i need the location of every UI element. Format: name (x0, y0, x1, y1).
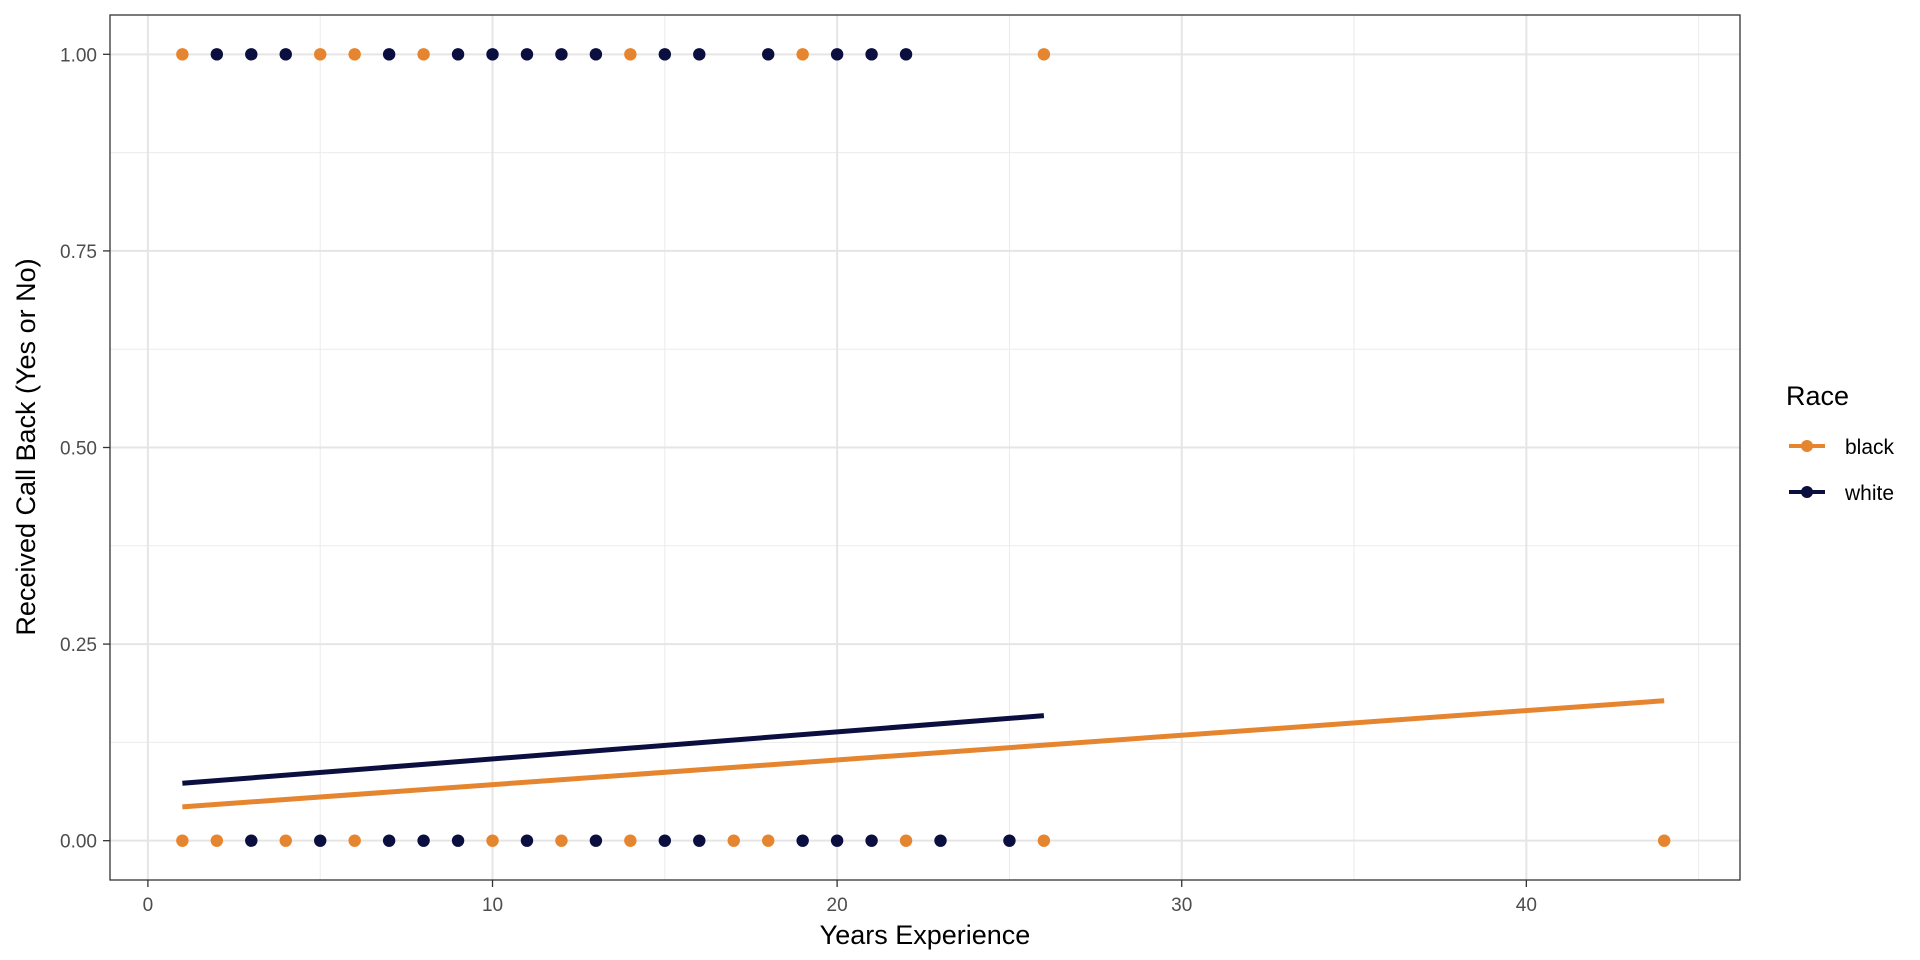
data-point-white (451, 48, 465, 61)
x-tick-label: 20 (827, 895, 848, 916)
x-tick-label: 30 (1171, 895, 1192, 916)
data-point-white (417, 834, 430, 847)
data-point-black (314, 48, 327, 61)
legend: Race black white (1786, 381, 1895, 505)
y-tick-label: 0.00 (60, 832, 97, 853)
data-point-white (830, 48, 844, 61)
fit-lines (182, 698, 1665, 810)
data-point-black (348, 48, 361, 61)
data-point-black (486, 834, 499, 847)
data-point-black (762, 834, 775, 847)
legend-key-point-black (1801, 440, 1813, 452)
data-point-black (1037, 834, 1051, 847)
x-tick-label: 40 (1516, 895, 1537, 916)
data-point-white (865, 834, 878, 847)
data-point-white (796, 834, 809, 847)
y-tick-label: 1.00 (60, 45, 97, 66)
data-point-black (727, 834, 740, 847)
data-point-white (520, 834, 534, 847)
data-point-black (624, 48, 637, 61)
data-point-black (279, 834, 292, 847)
legend-item-black: black (1789, 436, 1895, 459)
data-point-black (899, 834, 913, 847)
legend-title: Race (1786, 381, 1849, 411)
data-point-white (245, 834, 258, 847)
y-tick-label: 0.50 (60, 439, 97, 460)
legend-item-white: white (1789, 482, 1894, 505)
data-point-white (589, 834, 603, 847)
data-point-white (486, 48, 499, 61)
legend-label-white: white (1844, 482, 1894, 505)
data-point-white (451, 834, 465, 847)
data-point-white (245, 48, 258, 61)
major-gridlines (110, 15, 1740, 880)
data-point-white (830, 834, 844, 847)
y-axis: 0.00 0.25 0.50 0.75 1.00 (60, 45, 110, 853)
data-point-white (555, 48, 568, 61)
data-point-white (382, 834, 396, 847)
data-point-white (693, 48, 706, 61)
data-point-white (762, 48, 775, 61)
x-axis-label: Years Experience (820, 920, 1031, 950)
data-point-white (382, 48, 396, 61)
data-point-white (658, 834, 672, 847)
data-point-white (865, 48, 878, 61)
data-point-black (1037, 48, 1051, 61)
x-tick-label: 10 (482, 895, 503, 916)
data-point-white (589, 48, 603, 61)
data-point-black (348, 834, 361, 847)
data-point-black (1657, 834, 1671, 847)
data-points (176, 48, 1671, 847)
legend-label-black: black (1845, 436, 1895, 459)
data-point-black (555, 834, 568, 847)
data-point-black (624, 834, 637, 847)
data-point-black (210, 834, 224, 847)
data-point-black (176, 48, 189, 61)
data-point-black (417, 48, 430, 61)
data-point-white (210, 48, 224, 61)
fit-line-black (182, 698, 1665, 810)
data-point-white (693, 834, 706, 847)
data-point-white (658, 48, 672, 61)
y-tick-label: 0.25 (60, 635, 97, 656)
data-point-white (934, 834, 947, 847)
y-axis-label: Received Call Back (Yes or No) (11, 258, 41, 635)
legend-key-point-white (1801, 486, 1813, 498)
fit-line-white (182, 713, 1045, 786)
x-tick-label: 0 (143, 895, 154, 916)
x-axis: 0 10 20 30 40 (143, 880, 1537, 916)
data-point-white (279, 48, 292, 61)
data-point-white (1003, 834, 1016, 847)
data-point-white (314, 834, 327, 847)
data-point-black (176, 834, 189, 847)
data-point-black (796, 48, 809, 61)
data-point-white (899, 48, 913, 61)
y-tick-label: 0.75 (60, 242, 97, 263)
data-point-white (520, 48, 534, 61)
